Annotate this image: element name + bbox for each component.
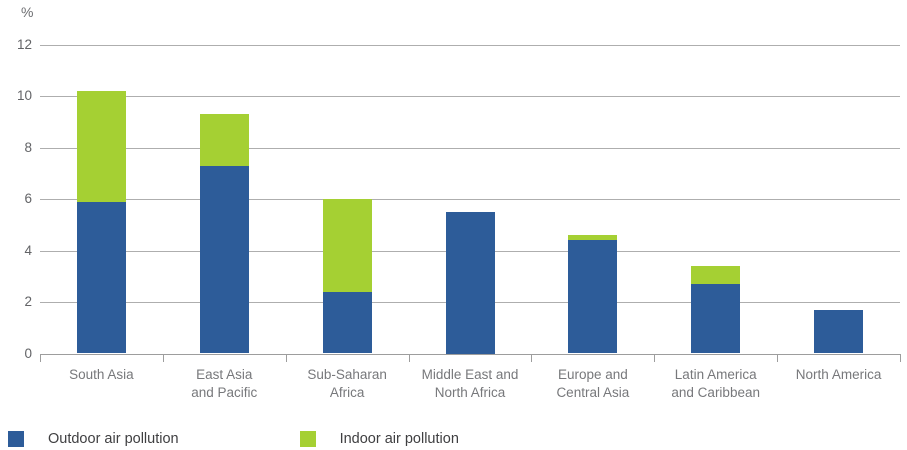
bar-segment-outdoor-4	[568, 240, 618, 354]
x-axis-tick	[285, 353, 287, 362]
category-label-line: Europe and	[557, 367, 628, 382]
bar-segment-outdoor-2	[322, 291, 372, 354]
category-label-line: and Pacific	[191, 385, 258, 400]
y-tick-label-2: 2	[24, 294, 32, 309]
x-axis-tick	[531, 353, 533, 362]
category-label-1: East Asia and Pacific	[159, 366, 289, 402]
legend: Outdoor air pollution Indoor air polluti…	[8, 431, 459, 447]
bar-segment-indoor-5	[691, 265, 741, 284]
category-label-line: North America	[795, 367, 882, 382]
category-label-line: Latin America	[674, 367, 757, 382]
y-tick-label-8: 8	[24, 139, 32, 155]
category-label-2: Sub-Saharan Africa	[282, 366, 412, 402]
category-label-3: Middle East and North Africa	[405, 366, 535, 402]
category-label-0: South Asia	[36, 366, 166, 384]
y-axis-unit-label: %	[21, 4, 34, 20]
x-axis-tick	[777, 353, 779, 362]
bar-segment-outdoor-5	[691, 283, 741, 354]
y-tick-label-12: 12	[16, 36, 32, 52]
y-tick-label-0: 0	[24, 345, 32, 361]
x-axis-tick	[654, 353, 656, 362]
legend-swatch-outdoor-icon	[8, 431, 24, 447]
category-label-line: North Africa	[434, 385, 506, 400]
bar-segment-outdoor-1	[199, 165, 249, 354]
y-tick-label-6: 6	[24, 191, 32, 206]
category-label-6: North America	[774, 366, 904, 384]
category-label-line: Africa	[329, 385, 365, 400]
legend-label-indoor: Indoor air pollution	[339, 431, 459, 447]
category-label-line: South Asia	[69, 367, 134, 382]
gridline-6	[40, 199, 900, 200]
gridline-8	[40, 147, 900, 149]
x-axis-tick	[900, 353, 901, 362]
category-label-5: Latin America and Caribbean	[651, 366, 781, 402]
category-label-line: and Caribbean	[671, 385, 760, 400]
category-label-line: East Asia	[196, 367, 253, 382]
category-label-line: Central Asia	[556, 385, 630, 400]
legend-item-indoor: Indoor air pollution	[299, 431, 459, 447]
bar-segment-outdoor-6	[814, 309, 864, 354]
bar-segment-outdoor-0	[76, 201, 126, 354]
bar-segment-indoor-2	[322, 199, 372, 292]
category-label-line: Middle East and	[421, 367, 519, 382]
bar-segment-indoor-1	[199, 114, 249, 166]
category-label-4: Europe and Central Asia	[528, 366, 658, 402]
bar-segment-indoor-4	[568, 235, 618, 241]
x-axis-tick	[40, 353, 41, 362]
legend-label-outdoor: Outdoor air pollution	[48, 431, 179, 447]
legend-swatch-indoor-icon	[299, 431, 316, 447]
x-axis-tick	[408, 353, 410, 362]
gridline-10	[40, 96, 900, 97]
y-tick-label-10: 10	[16, 88, 32, 103]
y-tick-label-4: 4	[24, 242, 32, 258]
legend-item-outdoor: Outdoor air pollution	[8, 431, 179, 447]
bar-segment-indoor-0	[76, 90, 126, 202]
gridline-0	[40, 353, 900, 355]
bar-segment-outdoor-3	[445, 211, 495, 354]
gridline-12	[40, 44, 900, 46]
category-label-line: Sub-Saharan	[307, 367, 387, 382]
x-axis-tick	[162, 353, 164, 362]
